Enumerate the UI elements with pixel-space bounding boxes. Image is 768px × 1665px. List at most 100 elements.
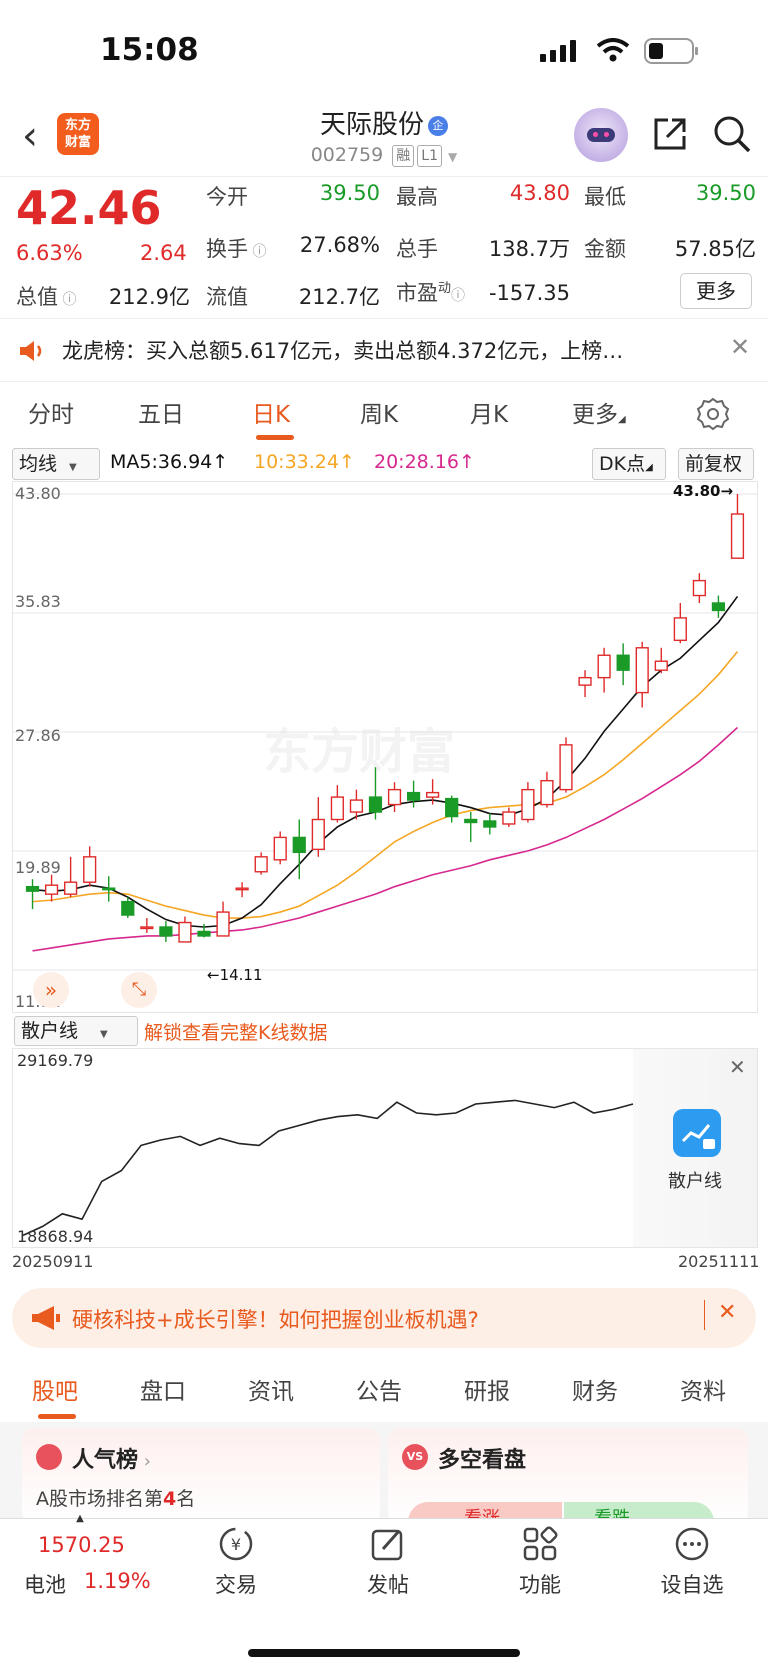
- dk-selector[interactable]: DK点◢: [592, 448, 666, 480]
- trade-button[interactable]: ¥ 交易: [176, 1525, 296, 1599]
- functions-label: 功能: [519, 1573, 561, 1597]
- bull-bear-card[interactable]: VS 多空看盘 看涨 看跌: [388, 1428, 748, 1524]
- retail-row: 散户线 ▼ 解锁查看完整K线数据: [0, 1016, 768, 1046]
- bottom-bar: ▲ 1570.25 电池 1.19% ¥ 交易 发帖 功能 设自选: [0, 1513, 768, 1665]
- fullscreen-icon[interactable]: ⤡: [121, 972, 157, 1008]
- retail-selector-label: 散户线: [21, 1020, 79, 1042]
- chevron-right-icon: ›: [138, 1451, 151, 1472]
- ma10-line: [32, 651, 739, 919]
- candle-body: [311, 818, 325, 851]
- promo-banner[interactable]: 硬核科技+成长引擎！如何把握创业板机遇? ✕: [12, 1288, 756, 1348]
- info-icon[interactable]: ⓘ: [58, 292, 77, 308]
- float-cap-label: 流值: [206, 285, 248, 309]
- tab-weekly-k[interactable]: 周K: [360, 402, 399, 428]
- logo-text: 东方: [64, 118, 91, 133]
- dragon-tiger-notice[interactable]: 龙虎榜：买入总额5.617亿元，卖出总额4.372亿元，上榜… ✕: [0, 318, 768, 382]
- amount-value: 57.85亿: [674, 237, 756, 261]
- tab-pankou[interactable]: 盘口: [140, 1379, 186, 1405]
- unlock-link[interactable]: 解锁查看完整K线数据: [144, 1022, 328, 1044]
- volume-label: 总手: [396, 237, 438, 261]
- tab-profile[interactable]: 资料: [680, 1379, 726, 1405]
- float-cap-value: 212.7亿: [298, 285, 380, 309]
- ai-assistant-avatar[interactable]: [574, 108, 628, 162]
- notice-text: 龙虎榜：买入总额5.617亿元，卖出总额4.372亿元，上榜…: [62, 339, 624, 363]
- tab-more[interactable]: 更多◢: [572, 395, 626, 429]
- home-indicator: [248, 1649, 520, 1657]
- content-tabs: 股吧 盘口 资讯 公告 研报 财务 资料: [0, 1358, 768, 1422]
- add-watchlist-button[interactable]: 设自选: [632, 1525, 752, 1599]
- candle-body: [254, 856, 268, 873]
- popularity-title: 人气榜: [72, 1448, 139, 1473]
- post-label: 发帖: [367, 1573, 409, 1597]
- expand-left-icon[interactable]: »: [33, 972, 69, 1008]
- tab-finance[interactable]: 财务: [572, 1379, 618, 1405]
- trade-label: 交易: [215, 1573, 257, 1597]
- battery-icon: [644, 38, 698, 64]
- quote-panel: 42.46 6.63% 2.64 总值 ⓘ 212.9亿 今开 39.50 最高…: [0, 176, 768, 318]
- retail-line-svg: [22, 1099, 634, 1237]
- svg-text:¥: ¥: [231, 1535, 241, 1554]
- pe-label-sup: 动: [438, 281, 452, 296]
- candle-body: [44, 884, 59, 895]
- candle-body: [292, 836, 306, 854]
- search-icon[interactable]: [712, 114, 752, 154]
- low-value: 39.50: [695, 181, 756, 205]
- rank-text: A股市场排名第4名: [36, 1484, 195, 1511]
- info-icon[interactable]: ⓘ: [248, 244, 267, 260]
- indicator-row: 均线 ▼ MA5:36.94↑ 10:33.24↑ 20:28.16↑ DK点◢ …: [0, 445, 768, 481]
- chart-watermark: 东方财富: [263, 724, 456, 780]
- lock-overlay[interactable]: ✕ 散户线: [633, 1049, 757, 1247]
- ma-selector[interactable]: 均线 ▼: [12, 448, 100, 480]
- info-icon[interactable]: ⓘ: [451, 288, 466, 304]
- signal-icon: [540, 40, 576, 62]
- ma20-line: [32, 726, 739, 952]
- market-cap-label: 总值 ⓘ: [16, 281, 76, 311]
- tab-announcements[interactable]: 公告: [356, 1379, 402, 1405]
- stock-code-row[interactable]: 002759 融 L1 ▼: [0, 144, 768, 167]
- gear-icon[interactable]: [696, 397, 730, 431]
- dropdown-icon: ▼: [69, 462, 77, 473]
- ma10-value: 10:33.24↑: [254, 451, 355, 473]
- megaphone-icon: [32, 1306, 60, 1330]
- close-icon[interactable]: ✕: [718, 1300, 737, 1325]
- retail-selector[interactable]: 散户线 ▼: [14, 1016, 138, 1046]
- candle-body: [673, 617, 687, 642]
- trade-icon: ¥: [219, 1527, 253, 1561]
- stock-name: 天际股份: [319, 110, 424, 140]
- post-button[interactable]: 发帖: [328, 1525, 448, 1599]
- tab-monthly-k[interactable]: 月K: [470, 402, 509, 428]
- candle-body: [445, 797, 459, 818]
- tab-daily-k[interactable]: 日K: [252, 402, 291, 428]
- candle-body: [692, 579, 706, 597]
- sub-y-max: 29169.79: [17, 1051, 94, 1070]
- close-icon[interactable]: ✕: [729, 1055, 746, 1079]
- date-axis: 20250911 20251111: [0, 1250, 768, 1278]
- last-price: 42.46: [16, 181, 162, 235]
- kline-chart[interactable]: 东方财富 43.80 35.83 27.86 19.89 11.92 43.80…: [12, 481, 758, 1013]
- speaker-icon: [20, 341, 42, 361]
- more-button[interactable]: 更多: [680, 273, 752, 309]
- tab-five-day[interactable]: 五日: [138, 402, 184, 428]
- edit-icon: [371, 1529, 403, 1561]
- tab-news[interactable]: 资讯: [248, 1379, 294, 1405]
- index-value[interactable]: 1570.25: [38, 1533, 125, 1557]
- close-icon[interactable]: ✕: [730, 333, 751, 361]
- tab-guba[interactable]: 股吧: [32, 1379, 78, 1405]
- tab-research[interactable]: 研报: [464, 1379, 510, 1405]
- tab-intraday[interactable]: 分时: [28, 402, 74, 428]
- candle-body: [426, 791, 440, 798]
- back-icon[interactable]: ‹: [22, 113, 38, 159]
- adjust-selector[interactable]: 前复权: [678, 448, 754, 480]
- ranking-icon: [36, 1444, 62, 1470]
- caret-icon: ◢: [645, 462, 653, 473]
- candle-body: [64, 881, 78, 895]
- wifi-icon: [596, 38, 630, 62]
- candle-body: [83, 856, 97, 883]
- ma5-line: [32, 595, 739, 928]
- pe-value: -157.35: [488, 281, 570, 305]
- share-icon[interactable]: [650, 114, 690, 154]
- turnover-label-text: 换手: [206, 237, 248, 261]
- popularity-card[interactable]: 人气榜 › A股市场排名第4名: [22, 1428, 380, 1524]
- functions-button[interactable]: 功能: [480, 1525, 600, 1599]
- candle-body: [235, 887, 249, 891]
